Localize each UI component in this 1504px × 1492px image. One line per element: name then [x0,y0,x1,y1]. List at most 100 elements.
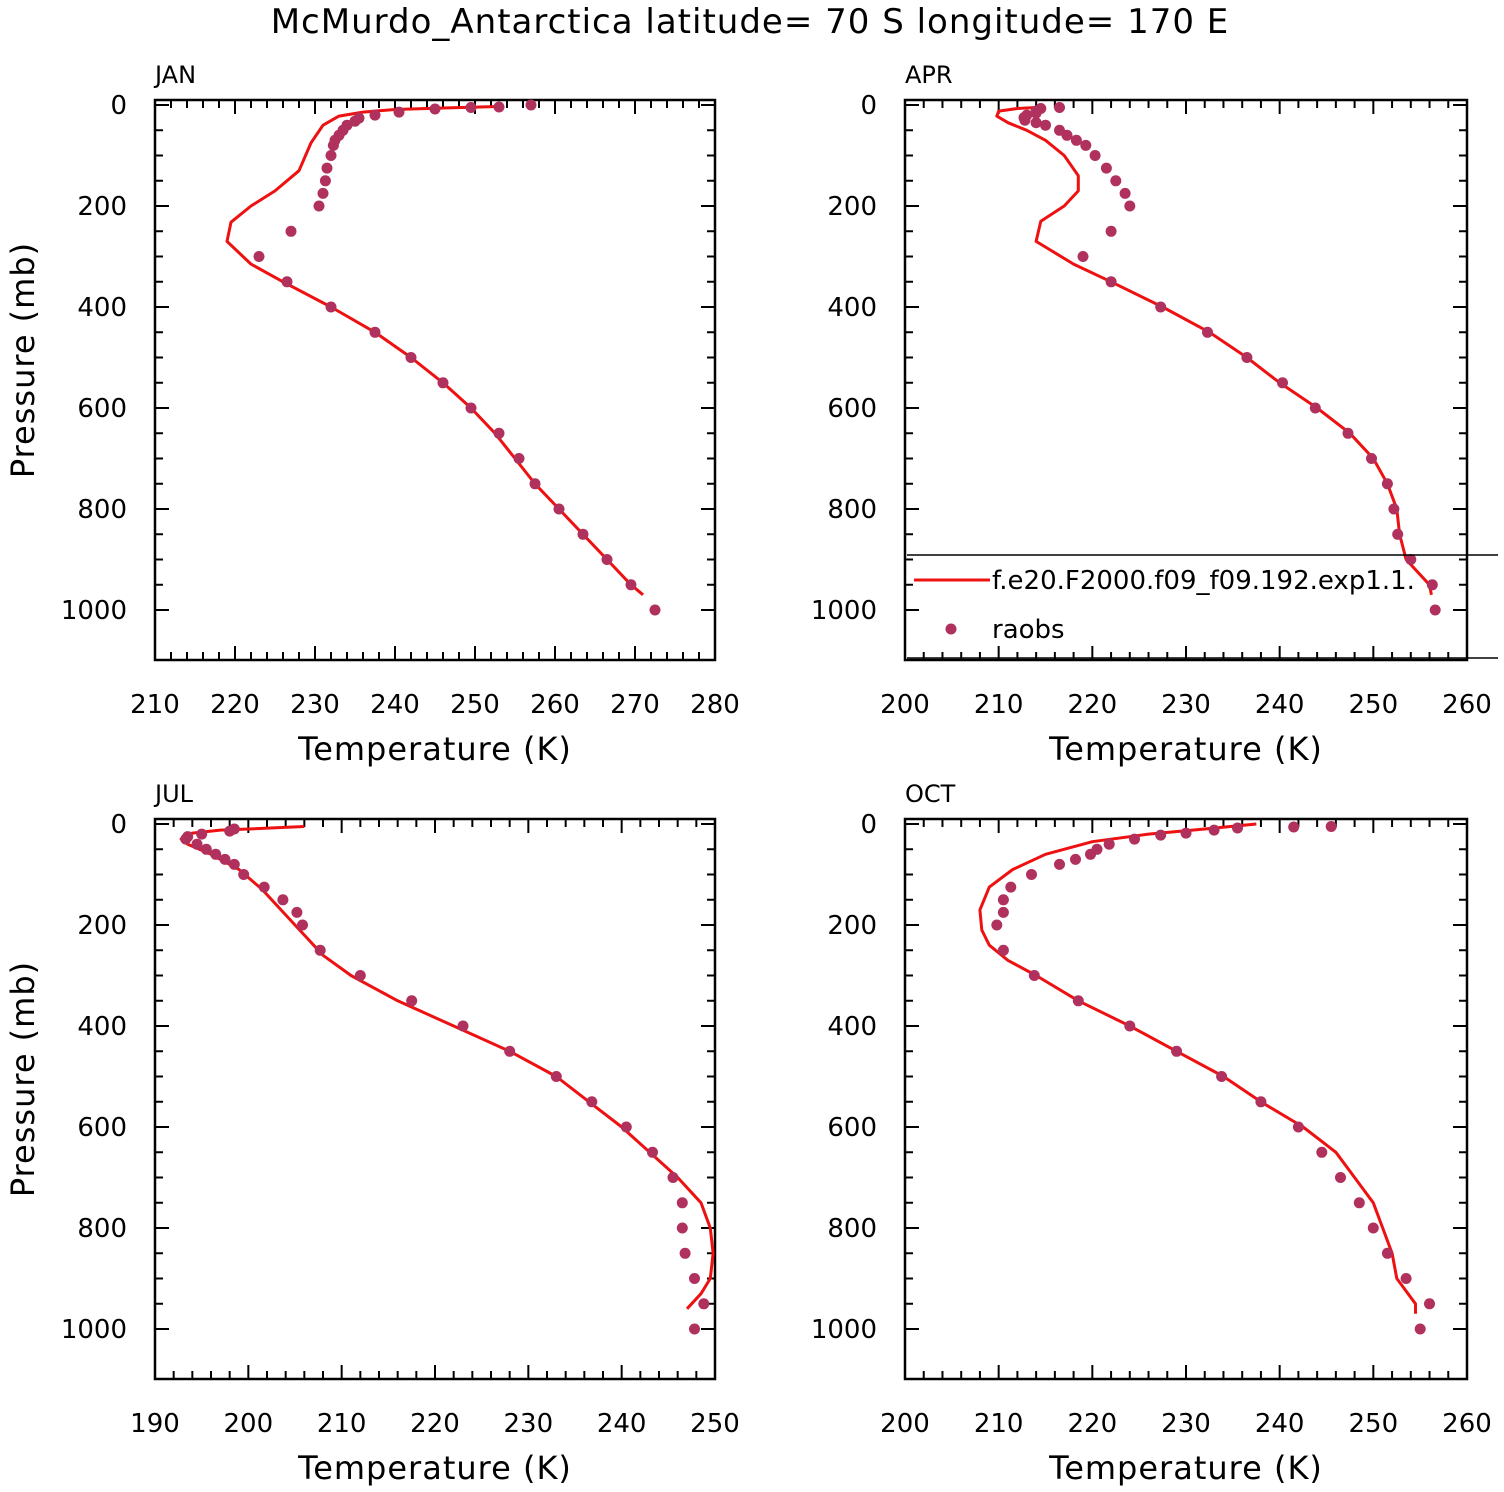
legend-label-raobs: raobs [992,615,1065,645]
raobs-point [405,352,417,363]
raobs-point [493,101,505,113]
x-axis-title-oct: Temperature (K) [1048,1449,1323,1487]
x-tick-label: 210 [974,1409,1024,1439]
raobs-point [601,554,613,565]
raobs-point [1070,853,1081,865]
y-tick-label: 200 [77,192,127,222]
panel-oct: OCT 200 210 220 230 240 250 260 0 200 400 600 800 100… [811,780,1492,1487]
raobs-point [991,919,1003,931]
raobs-point [1110,175,1122,187]
x-tick-label: 200 [224,1409,274,1439]
raobs-point [277,894,289,906]
raobs-point [1381,1247,1393,1259]
y-tick-label: 1000 [61,1315,127,1345]
model-line-jan [225,105,644,596]
raobs-point [689,1323,700,1335]
model-line-apr [995,106,1433,596]
raobs-point [577,528,589,540]
y-tick-label: 1000 [61,596,127,626]
raobs-point [317,187,329,199]
x-tick-label: 240 [1255,1409,1305,1439]
x-tick-label: 210 [317,1409,367,1439]
raobs-point [553,503,565,515]
y-tick-label: 0 [110,91,127,121]
x-tick-label: 250 [1349,690,1399,720]
raobs-point [1392,528,1404,540]
y-tick-label: 200 [77,911,127,941]
raobs-point [689,1273,700,1284]
raobs-point [679,1247,691,1259]
plot-frame-jul [153,817,717,1381]
x-axis-title-apr: Temperature (K) [1048,730,1323,768]
raobs-point [369,109,381,121]
y-tick-label: 400 [827,293,877,323]
raobs-point [465,102,477,113]
raobs-point [550,1071,562,1082]
raobs-point [258,881,270,893]
raobs-point [1072,995,1084,1007]
x-tick-label: 270 [610,690,660,720]
raobs-point [253,251,265,262]
x-tick-label: 210 [974,690,1024,720]
raobs-point [1005,881,1017,893]
raobs-point [1429,604,1441,616]
panel-apr: APR 200 210 220 230 240 250 260 0 200 400 600 800 100… [811,61,1492,768]
raobs-point [1316,1146,1328,1158]
x-axis-title-jul: Temperature (K) [297,1449,572,1487]
raobs-point [1292,1121,1304,1133]
raobs-point [1353,1197,1365,1209]
raobs-point [625,579,637,591]
plot-frame-jan [153,98,717,662]
raobs-point [1180,827,1192,839]
raobs-point [1288,821,1300,833]
raobs-point [1202,326,1213,338]
x-tick-label: 230 [1161,1409,1211,1439]
raobs-point [354,970,366,981]
panel-label-jul: JUL [153,780,194,808]
raobs-point [1040,119,1051,131]
raobs-point [200,843,212,855]
raobs-point [1155,301,1167,313]
raobs-point [313,200,325,212]
raobs-point [1077,251,1089,262]
y-tick-label: 800 [77,495,127,525]
raobs-point [1366,453,1377,464]
raobs-point [321,162,333,174]
raobs-point [393,106,405,118]
legend-label-model: f.e20.F2000.f09_f09.192.exp1.1. [992,566,1415,596]
raobs-point [1216,1071,1228,1082]
raobs-point [1070,134,1082,146]
raobs-point [504,1045,516,1057]
raobs-point [1124,200,1136,212]
raobs-point [1342,427,1354,439]
figure-title: McMurdo_Antarctica latitude= 70 S longit… [271,2,1230,42]
x-tick-label: 220 [1068,690,1118,720]
raobs-point [1405,554,1417,565]
x-tick-label: 220 [210,690,260,720]
panel-label-oct: OCT [905,780,956,808]
x-tick-label: 250 [690,1409,740,1439]
y-tick-label: 0 [860,810,877,840]
raobs-point [224,825,236,837]
raobs-point [525,99,537,111]
plot-frame-oct [903,817,1469,1381]
raobs-point [997,944,1009,956]
y-tick-label: 800 [827,1214,877,1244]
raobs-point [437,377,449,389]
raobs-point [1028,970,1040,981]
raobs-point [997,906,1009,918]
raobs-point [1241,352,1253,363]
legend: f.e20.F2000.f09_f09.192.exp1.1. raobs [907,554,1498,659]
raobs-point [1367,1222,1379,1234]
y-tick-label: 1000 [811,596,877,626]
x-tick-label: 280 [690,690,740,720]
raobs-point [1171,1045,1183,1057]
raobs-point [180,833,192,845]
raobs-point [1124,1020,1136,1032]
raobs-point [513,453,525,464]
raobs-point [1388,503,1400,515]
raobs-point [285,225,297,237]
x-tick-label: 260 [1442,1409,1492,1439]
raobs-point [1277,377,1288,389]
